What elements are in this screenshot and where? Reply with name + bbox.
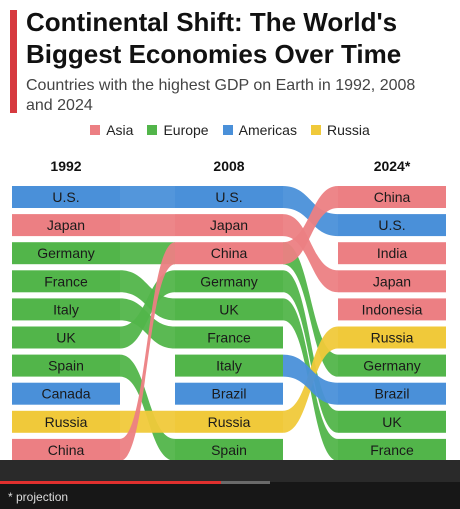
label-china-1992: China [48, 442, 85, 458]
legend-swatch-asia [90, 125, 101, 135]
box-japan-2024 [338, 270, 446, 293]
box-russia-1992 [12, 410, 120, 433]
label-china-2008: China [211, 245, 248, 261]
ribbon-china-1992-2008 [120, 242, 175, 461]
label-france-2024: France [370, 442, 414, 458]
label-india-2024: India [377, 245, 408, 261]
legend-swatch-europe [147, 125, 158, 135]
label-germany-1992: Germany [37, 245, 95, 261]
label-japan-2008: Japan [210, 217, 248, 233]
box-italy-1992 [12, 298, 120, 321]
label-brazil-2008: Brazil [211, 386, 246, 402]
box-france-2008 [175, 326, 283, 349]
label-uk-2008: UK [219, 301, 239, 317]
label-brazil-2024: Brazil [374, 386, 409, 402]
label-japan-1992: Japan [47, 217, 85, 233]
bump-chart: 1992 2008 2024* U.S. Japan Germany France Italy… [12, 158, 446, 461]
box-china-2008 [175, 242, 283, 265]
legend-item-americas: Americas [222, 122, 297, 138]
label-russia-2024: Russia [371, 330, 414, 346]
box-russia-2008 [175, 410, 283, 433]
box-france-1992 [12, 270, 120, 293]
video-progress-remaining[interactable] [220, 481, 270, 484]
box-u-s-2008 [175, 186, 283, 208]
box-japan-1992 [12, 214, 120, 237]
label-germany-2008: Germany [200, 273, 258, 289]
ribbon-france-1992-2008 [120, 270, 175, 321]
legend-swatch-russia [310, 125, 321, 135]
label-uk-1992: UK [56, 330, 76, 346]
box-canada-1992 [12, 382, 120, 405]
ribbon-china-2008-2024 [283, 186, 338, 265]
legend-item-asia: Asia [90, 122, 133, 138]
label-canada-1992: Canada [41, 386, 90, 402]
label-russia-2008: Russia [208, 414, 251, 430]
box-india-2024 [338, 242, 446, 265]
legend-swatch-americas [222, 125, 233, 135]
ribbon-russia-1992-2008 [120, 410, 175, 433]
label-france-2008: France [207, 330, 251, 346]
label-germany-2024: Germany [363, 358, 421, 374]
label-russia-1992: Russia [45, 414, 88, 430]
label-indonesia-2024: Indonesia [362, 301, 423, 317]
box-russia-2024 [338, 326, 446, 349]
chart-subtitle: Countries with the highest GDP on Earth … [26, 77, 416, 114]
box-france-2024 [338, 438, 446, 461]
ribbon-japan-1992-2008 [120, 214, 175, 237]
box-china-1992 [12, 438, 120, 461]
ribbon-italy-1992-2008 [120, 298, 175, 349]
label-china-2024: China [374, 189, 411, 205]
box-uk-1992 [12, 326, 120, 349]
ribbon-brazil-2008-2024 [283, 354, 338, 405]
chart-title: Continental Shift: The World's Biggest E… [26, 7, 402, 69]
ribbon-u-s-2008-2024 [283, 186, 338, 237]
box-germany-2024 [338, 354, 446, 377]
box-uk-2008 [175, 298, 283, 321]
legend-item-europe: Europe [147, 122, 209, 138]
box-indonesia-2024 [338, 298, 446, 321]
label-u-s-2024: U.S. [378, 217, 405, 233]
footnote: * projection [8, 490, 69, 504]
legend-label-europe: Europe [163, 122, 209, 138]
box-uk-2024 [338, 410, 446, 433]
box-spain-1992 [12, 354, 120, 377]
box-brazil-2008 [175, 382, 283, 405]
box-u-s-2024 [338, 214, 446, 237]
column-header-1992: 1992 [50, 158, 81, 174]
box-brazil-2024 [338, 382, 446, 405]
label-japan-2024: Japan [373, 273, 411, 289]
label-u-s-1992: U.S. [52, 189, 79, 205]
box-china-2024 [338, 186, 446, 208]
label-uk-2024: UK [382, 414, 402, 430]
label-italy-2008: Italy [216, 358, 242, 374]
label-italy-1992: Italy [53, 301, 79, 317]
box-spain-2008 [175, 438, 283, 461]
ribbon-u-s-1992-2008 [120, 186, 175, 208]
accent-bar [10, 10, 17, 113]
legend-item-russia: Russia [310, 122, 370, 138]
ribbon-uk-2008-2024 [283, 270, 338, 433]
legend-label-russia: Russia [326, 122, 370, 138]
label-france-1992: France [44, 273, 88, 289]
ribbon-japan-2008-2024 [283, 214, 338, 293]
box-u-s-1992 [12, 186, 120, 208]
ribbon-uk-1992-2008 [120, 270, 175, 349]
ribbon-spain-1992-2008 [120, 354, 175, 461]
video-progress-track [0, 460, 460, 482]
box-italy-2008 [175, 354, 283, 377]
box-japan-2008 [175, 214, 283, 237]
label-u-s-2008: U.S. [215, 189, 242, 205]
label-spain-1992: Spain [48, 358, 84, 374]
box-germany-1992 [12, 242, 120, 265]
video-progress-fill[interactable] [0, 481, 221, 484]
column-header-2024: 2024* [374, 158, 411, 174]
ribbon-germany-1992-2008 [120, 242, 175, 265]
legend-label-americas: Americas [238, 122, 297, 138]
legend-label-asia: Asia [106, 122, 134, 138]
column-header-2008: 2008 [213, 158, 244, 174]
ribbons [120, 186, 338, 461]
legend: Asia Europe Americas Russia [0, 122, 460, 138]
box-germany-2008 [175, 270, 283, 293]
label-spain-2008: Spain [211, 442, 247, 458]
